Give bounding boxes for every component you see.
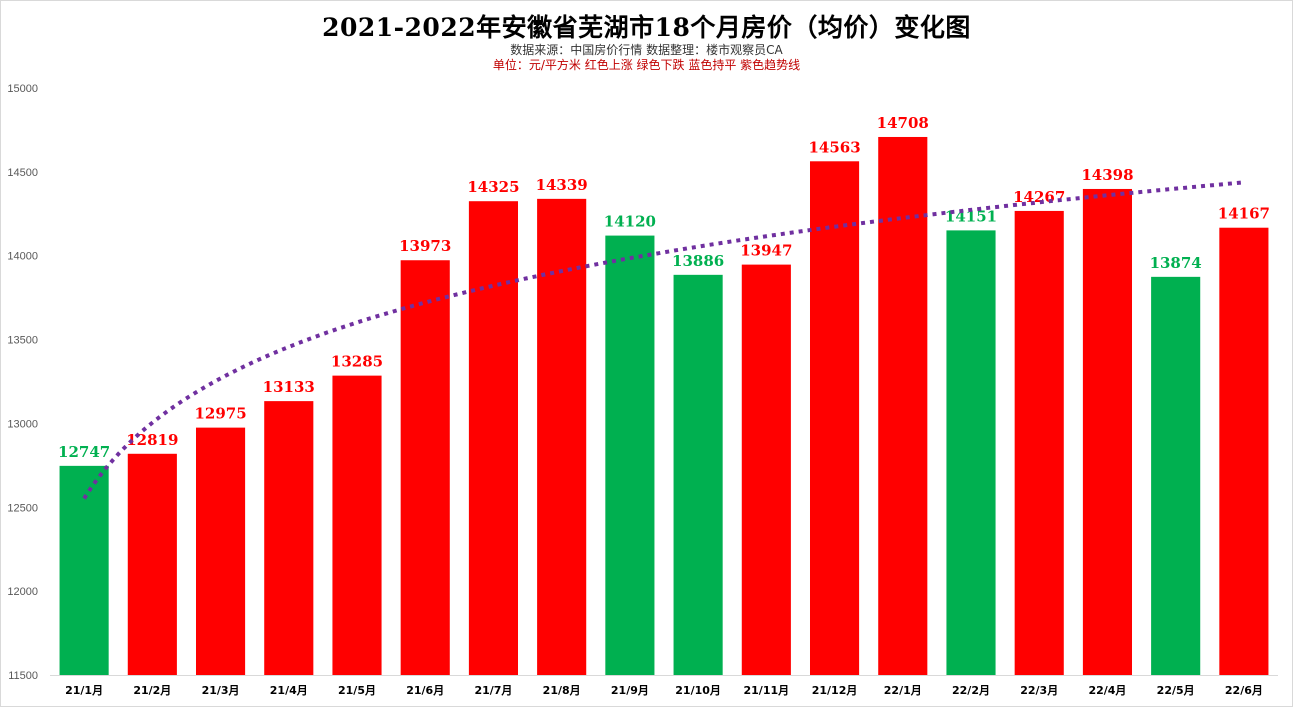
- data-label: 14151: [945, 207, 997, 225]
- y-tick-label: 14000: [7, 251, 38, 263]
- bar: [127, 453, 177, 675]
- data-label: 13886: [672, 252, 724, 270]
- bar: [1014, 210, 1064, 675]
- x-tick-label: 21/9月: [611, 684, 649, 697]
- data-label: 13285: [331, 353, 383, 371]
- bar: [1151, 276, 1201, 675]
- y-tick-label: 11500: [8, 670, 38, 682]
- x-tick-label: 22/2月: [952, 684, 990, 697]
- data-label: 14167: [1218, 205, 1270, 223]
- bar: [673, 274, 723, 675]
- x-tick-label: 21/3月: [202, 684, 240, 697]
- bar: [59, 465, 109, 675]
- x-tick-label: 21/12月: [812, 684, 858, 697]
- x-tick-label: 21/11月: [744, 684, 790, 697]
- x-tick-label: 21/8月: [543, 684, 581, 697]
- bar: [946, 230, 996, 675]
- data-label: 13947: [740, 242, 792, 260]
- x-tick-label: 22/6月: [1225, 684, 1263, 697]
- y-tick-label: 15000: [7, 83, 38, 95]
- chart-subtitle: 数据来源：中国房价行情 数据整理：楼市观察员CA: [510, 43, 783, 57]
- bar: [400, 260, 450, 675]
- bar: [264, 401, 314, 675]
- y-tick-label: 14500: [7, 167, 38, 179]
- bar: [878, 136, 928, 676]
- x-tick-label: 21/10月: [675, 684, 721, 697]
- y-tick-label: 13500: [7, 335, 38, 347]
- x-tick-label: 22/1月: [884, 684, 922, 697]
- bar: [741, 264, 791, 675]
- data-label: 14339: [536, 176, 588, 194]
- bar: [809, 161, 860, 675]
- bar: [468, 201, 519, 675]
- bar: [537, 198, 587, 676]
- bar: [605, 235, 655, 676]
- data-label: 14120: [604, 213, 656, 231]
- bar: [1082, 188, 1133, 676]
- bar: [332, 375, 382, 675]
- x-tick-label: 21/2月: [133, 684, 171, 697]
- bar: [1219, 227, 1269, 675]
- data-label: 14325: [467, 178, 519, 196]
- chart-title: 2021-2022年安徽省芜湖市18个月房价（均价）变化图: [322, 13, 971, 42]
- x-tick-label: 21/5月: [338, 684, 376, 697]
- y-tick-label: 13000: [7, 418, 38, 430]
- x-tick-label: 21/7月: [474, 684, 512, 697]
- x-tick-label: 21/1月: [65, 684, 103, 697]
- data-label: 14563: [808, 138, 860, 156]
- y-tick-label: 12500: [7, 502, 38, 514]
- data-label: 12975: [194, 405, 246, 423]
- x-tick-label: 22/4月: [1088, 684, 1126, 697]
- data-label: 12819: [126, 431, 178, 449]
- trend-line: [82, 180, 1245, 500]
- data-label: 14708: [877, 114, 929, 132]
- data-label: 14398: [1081, 166, 1133, 184]
- data-label: 13973: [399, 237, 451, 255]
- bar: [195, 427, 246, 675]
- data-label: 13133: [263, 378, 315, 396]
- data-label: 12747: [58, 443, 110, 461]
- x-tick-label: 22/5月: [1157, 684, 1195, 697]
- data-label: 14267: [1013, 188, 1065, 206]
- x-tick-label: 21/6月: [406, 684, 444, 697]
- chart-legend-note: 单位：元/平方米 红色上涨 绿色下跌 蓝色持平 紫色趋势线: [492, 58, 801, 72]
- x-tick-label: 22/3月: [1020, 684, 1058, 697]
- x-tick-label: 21/4月: [270, 684, 308, 697]
- y-tick-label: 12000: [7, 586, 38, 598]
- data-label: 13874: [1150, 254, 1202, 272]
